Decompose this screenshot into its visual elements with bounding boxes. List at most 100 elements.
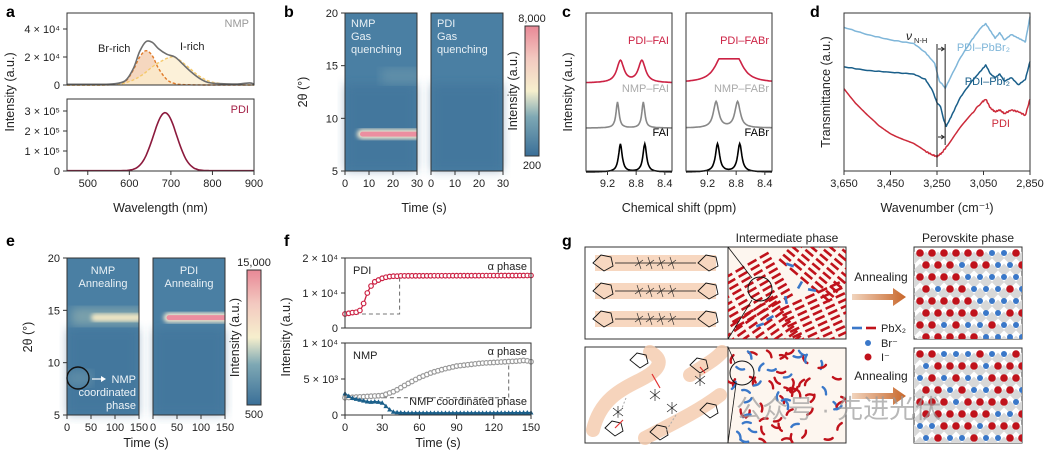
spectrum-label: PDI–FABr: [720, 35, 769, 47]
i-ion: [958, 362, 966, 370]
pbx2-stripe: [822, 297, 833, 305]
pb-i-bond: [634, 284, 644, 298]
i-ion: [934, 386, 942, 394]
pbx2-stripe: [735, 265, 745, 273]
pbx2-stripe: [762, 335, 769, 339]
i-ion: [952, 374, 960, 382]
br-ion: [923, 435, 929, 441]
i-ion: [958, 333, 966, 339]
legend-label-pbx2: PbX₂: [881, 323, 906, 335]
i-ion: [928, 374, 936, 382]
i-ion: [1006, 285, 1014, 293]
pbx2-stripe: [728, 300, 733, 306]
heatmap-title-line: NMP: [351, 18, 375, 30]
i-ion: [922, 285, 930, 293]
i-ion: [940, 249, 948, 257]
pbx2-stripe: [765, 289, 776, 298]
y-f-tick-label: 5 × 10³: [303, 374, 338, 386]
i-ion: [964, 249, 972, 257]
annotation-alpha-phase: α phase: [488, 346, 527, 358]
i-ion: [934, 434, 942, 442]
legend-label-i: I⁻: [881, 352, 890, 364]
i-ion: [964, 297, 972, 305]
intermediate-phase-title: Intermediate phase: [736, 231, 839, 245]
pyrrolidone-ring: [699, 402, 719, 419]
br-ion: [983, 334, 989, 339]
pbx2-blue-segment: [796, 280, 804, 290]
pbx2-stripe: [781, 319, 792, 328]
i-ion: [922, 333, 930, 339]
octahedron: [1021, 388, 1022, 402]
pbx2-curved-segment: [789, 432, 794, 443]
data-point: [495, 410, 501, 415]
br-ion: [995, 435, 1001, 441]
pyrrolidone-ring: [697, 282, 719, 300]
panel-a: Br-rich I-rich NMP 0 2 × 10⁴ 4 × 10⁴ PDI 0 1 × 1…: [3, 12, 263, 215]
data-point: [360, 300, 367, 307]
y-pdi-tick-label: 1 × 10⁵: [25, 146, 60, 158]
pbx2-curved-segment: [772, 416, 783, 423]
i-ion: [940, 273, 948, 281]
pbx2-curved-segment: [728, 379, 736, 385]
pbx2-blue-segment: [765, 314, 775, 322]
data-point: [394, 409, 400, 415]
nmp-phase-circle: [66, 366, 90, 390]
i-ion: [970, 309, 978, 317]
pbx2-stripe: [837, 253, 846, 262]
data-point: [413, 410, 419, 415]
nmr-spectrum: [586, 59, 672, 84]
pbx2-stripe: [820, 292, 831, 300]
br-ion: [995, 310, 1001, 316]
x-c1-tick-label: 8.8: [729, 178, 744, 190]
heatmap-shading: [153, 328, 225, 415]
i-ion: [928, 273, 936, 281]
br-ion: [923, 363, 929, 369]
annotation-nmp-phase: NMP coordinated phase: [409, 396, 527, 408]
br-ion: [941, 322, 947, 328]
br-ion: [953, 351, 959, 357]
spectrum-label: PDI–FAI: [628, 35, 669, 47]
arrowhead: [940, 46, 946, 52]
pb-i-bond: [667, 284, 677, 298]
pbx2-stripe: [741, 275, 751, 284]
i-ion: [958, 285, 966, 293]
pbx2-stripe: [803, 271, 814, 280]
data-point: [439, 410, 445, 415]
i-ion: [982, 410, 990, 418]
panel-label-f: f: [284, 233, 290, 250]
spectrum-label: NMP–FAI: [622, 83, 669, 95]
pbx2-stripe: [756, 308, 766, 317]
pb-i-bond: [645, 312, 655, 326]
x-c0-tick-label: 8.4: [657, 178, 672, 190]
colorbar-b-max-label: 8,000: [518, 13, 546, 25]
heatmap-title-line: quenching: [351, 44, 402, 56]
data-point: [498, 410, 504, 415]
i-ion: [928, 249, 936, 257]
pbx2-stripe: [792, 331, 803, 339]
pbx2-curved-segment: [741, 420, 752, 425]
chain-highlight: [638, 388, 727, 445]
pbx2-stripe: [781, 310, 793, 317]
pbx2-stripe: [827, 308, 838, 316]
br-ion: [989, 298, 995, 304]
series-label-pbi2: PDI–PbI₂: [965, 76, 1010, 88]
spectrum-label: FAI: [652, 127, 669, 139]
annotation-text: phase: [106, 400, 136, 412]
i-ion: [976, 398, 984, 406]
pbx2-stripe: [793, 334, 802, 339]
heatmap-title-line: Annealing: [165, 278, 214, 290]
pbx2-stripe: [764, 295, 775, 304]
pbx2-stripe: [783, 337, 786, 339]
octahedron: [1021, 412, 1022, 426]
pbx2-stripe: [728, 282, 739, 291]
x-c0-tick-label: 8.8: [629, 178, 644, 190]
pbx2-curved-segment: [817, 363, 828, 370]
pbx2-stripe: [759, 279, 770, 287]
i-ion: [1012, 374, 1020, 382]
x-d-tick-label: 3,650: [830, 178, 858, 190]
data-point: [420, 410, 426, 415]
heatmap-frame: [344, 12, 418, 172]
subplot-label: PDI: [353, 265, 371, 277]
x-e0-tick-label: 150: [130, 422, 148, 434]
br-ion: [995, 286, 1001, 292]
